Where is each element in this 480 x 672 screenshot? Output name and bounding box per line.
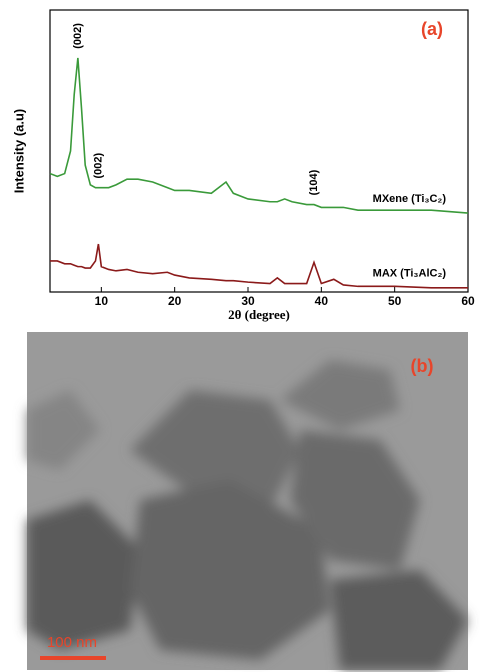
peak-annotation: (002): [72, 23, 84, 49]
x-tick-label: 30: [241, 294, 255, 308]
panel-label: (b): [411, 356, 434, 376]
x-tick-label: 10: [95, 294, 109, 308]
particles: [27, 360, 468, 670]
tem-image: (b) 100 nm: [27, 332, 468, 670]
series-line: [50, 243, 468, 289]
xrd-chart: (a) 2θ (degree) Intensity (a.u) 10 20 30 40…: [11, 9, 475, 322]
x-tick-label: 40: [315, 294, 329, 308]
peak-annotation: (002): [92, 152, 104, 178]
panel-label: (a): [421, 19, 443, 39]
x-tick-label: 50: [388, 294, 402, 308]
scale-bar: [40, 656, 106, 660]
y-axis-label: Intensity (a.u): [11, 109, 26, 194]
peak-annotation: (104): [308, 169, 320, 195]
series-label: MXene (Ti₃C₂): [373, 193, 447, 205]
series-line: [49, 57, 469, 214]
x-tick-label: 20: [168, 294, 182, 308]
x-axis-label: 2θ (degree): [228, 307, 290, 322]
series-label: MAX (Ti₃AlC₂): [373, 268, 447, 280]
plot-frame: [49, 9, 469, 293]
scale-bar-label: 100 nm: [47, 634, 97, 651]
x-tick-label: 60: [461, 294, 475, 308]
